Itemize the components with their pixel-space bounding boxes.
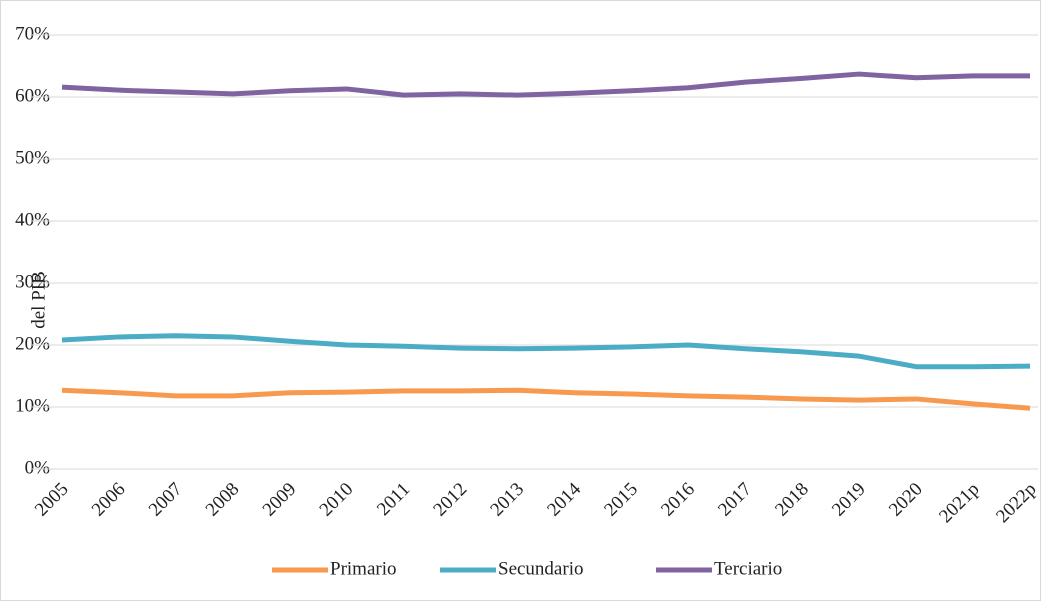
y-tick-label: 60% [15, 85, 50, 106]
y-tick-label: 50% [15, 147, 50, 168]
legend-label: Secundario [498, 558, 583, 579]
series-line [61, 71, 1030, 98]
legend-label: Terciario [714, 558, 782, 579]
y-tick-label: 0% [25, 457, 51, 478]
series-line [61, 387, 1031, 411]
y-tick-label: 30% [15, 271, 50, 292]
y-tick-label: 70% [15, 23, 50, 44]
y-tick-label: 10% [15, 395, 50, 416]
y-axis-label: del PIB [28, 271, 49, 329]
y-tick-label: 20% [15, 333, 50, 354]
series-line [61, 333, 1031, 370]
y-tick-label: 40% [15, 209, 50, 230]
legend-label: Primario [330, 558, 397, 579]
